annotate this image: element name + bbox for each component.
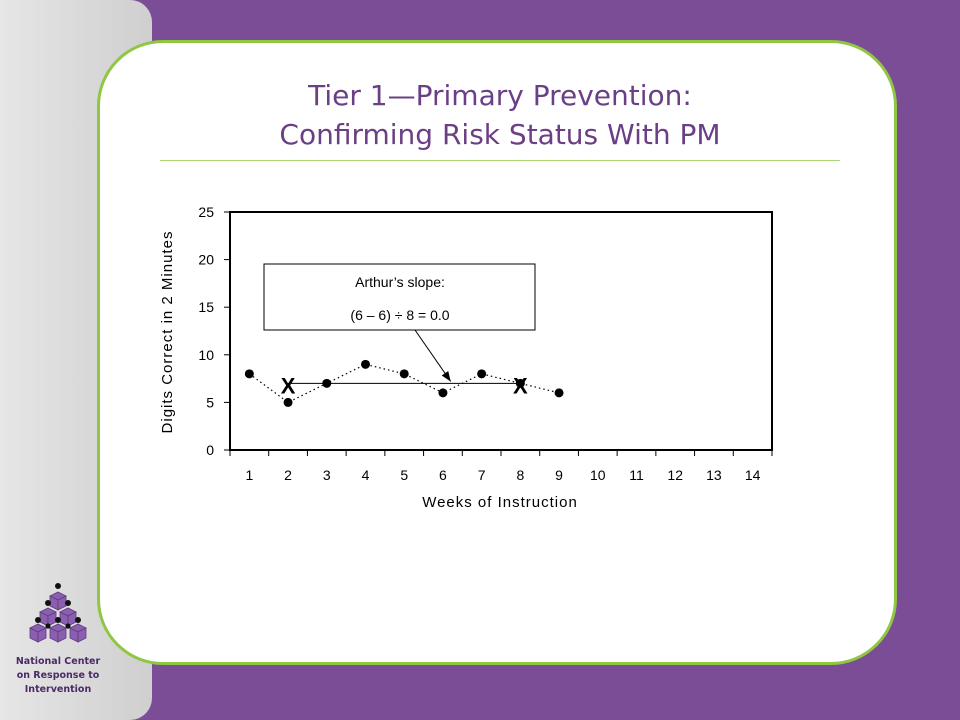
- data-point: [477, 369, 487, 379]
- data-point: [361, 359, 370, 369]
- y-axis-label: Digits Correct in 2 Minutes: [159, 231, 176, 434]
- y-tick-label: 15: [198, 299, 214, 315]
- y-tick-label: 20: [198, 252, 214, 268]
- plot-area: [229, 211, 773, 451]
- nccri-logo-icon: [29, 583, 87, 643]
- x-tick-label: 14: [745, 467, 761, 483]
- logo-caption-line2: on Response to: [16, 670, 100, 681]
- y-axis: 0 5 10 15 20 25: [198, 204, 230, 458]
- y-tick-label: 25: [198, 204, 214, 220]
- x-tick-label: 11: [629, 467, 644, 483]
- annotation-arrow: [414, 329, 452, 382]
- slide-title: Tier 1—Primary Prevention: Confirming Ri…: [160, 76, 840, 154]
- x-tick-label: 10: [590, 467, 606, 483]
- x-tick-label: 13: [706, 467, 722, 483]
- title-divider: [160, 160, 840, 161]
- slide-title-line2: Confirming Risk Status With PM: [279, 118, 721, 151]
- annotation-line1: Arthur’s slope:: [355, 274, 445, 290]
- slope-annotation: Arthur’s slope: (6 – 6) ÷ 8 = 0.0: [263, 263, 536, 382]
- x-tick-label: 8: [516, 467, 524, 483]
- x-tick-label: 4: [362, 467, 370, 483]
- x-tick-label: 7: [478, 467, 486, 483]
- slope-endpoint-x-marker: X: [281, 373, 296, 398]
- data-point: [244, 369, 254, 379]
- data-point: [554, 388, 564, 398]
- x-axis-label: Weeks of Instruction: [422, 494, 578, 511]
- logo-caption-line1: National Center: [15, 656, 101, 667]
- x-tick-label: 6: [439, 467, 447, 483]
- data-point: [438, 388, 448, 398]
- y-tick-label: 10: [198, 347, 214, 363]
- logo-caption: National Center on Response to Intervent…: [8, 655, 108, 697]
- logo-caption-line3: Intervention: [24, 684, 92, 695]
- x-axis: 1 2 3 4 5 6 7 8 9 10 11 12 13 14: [229, 450, 773, 483]
- data-point: [322, 378, 332, 388]
- data-point: [283, 397, 293, 407]
- x-tick-label: 2: [284, 467, 292, 483]
- annotation-arrowhead: [441, 370, 451, 382]
- x-tick-label: 3: [323, 467, 331, 483]
- slide-title-line1: Tier 1—Primary Prevention:: [308, 79, 692, 112]
- data-point: [399, 369, 409, 379]
- x-tick-label: 1: [245, 467, 253, 483]
- data-point: [515, 378, 525, 388]
- annotation-box: [263, 263, 536, 331]
- y-tick-label: 0: [206, 442, 214, 458]
- annotation-line2: (6 – 6) ÷ 8 = 0.0: [350, 307, 449, 323]
- y-tick-label: 5: [206, 394, 214, 410]
- data-series: [244, 359, 564, 407]
- x-tick-label: 9: [555, 467, 563, 483]
- x-tick-label: 12: [667, 467, 683, 483]
- x-tick-label: 5: [400, 467, 408, 483]
